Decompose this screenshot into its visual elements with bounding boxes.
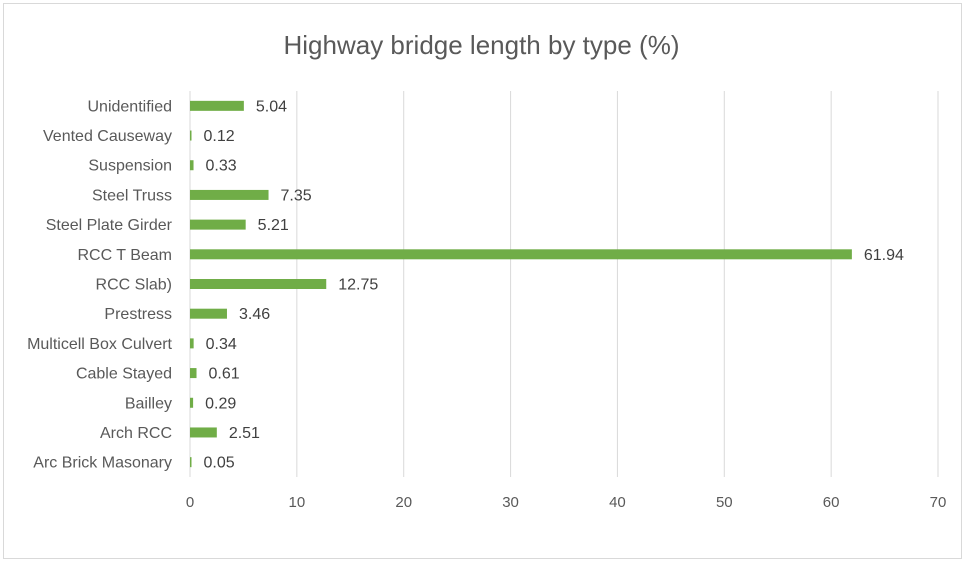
- data-label: 0.33: [206, 158, 237, 175]
- category-label: Steel Truss: [92, 187, 172, 204]
- category-label: Unidentified: [88, 98, 173, 115]
- bar: [190, 368, 197, 379]
- bar: [190, 308, 227, 319]
- bar: [190, 130, 192, 141]
- x-tick-label: 70: [930, 494, 947, 511]
- grid-lines: [189, 91, 939, 477]
- data-label: 5.04: [256, 98, 287, 115]
- bar: [190, 397, 194, 408]
- x-tick-label: 10: [289, 494, 306, 511]
- bar: [190, 457, 192, 468]
- category-label: Vented Causeway: [43, 128, 172, 145]
- data-label: 0.34: [206, 336, 237, 353]
- bar: [190, 249, 852, 260]
- data-label: 2.51: [229, 425, 260, 442]
- data-label: 0.61: [209, 366, 240, 383]
- data-labels: 5.04 0.12 0.33 7.35 5.21 61.94 12.75 3.460.34 0.…: [204, 98, 905, 471]
- category-label: Suspension: [88, 158, 172, 175]
- x-tick-label: 0: [186, 494, 194, 511]
- category-label: Prestress: [104, 306, 172, 323]
- data-label: 12.75: [338, 277, 378, 294]
- x-tick-label: 50: [716, 494, 733, 511]
- x-tick-label: 60: [823, 494, 840, 511]
- category-label: Cable Stayed: [76, 366, 172, 383]
- category-label: RCC T Beam: [77, 247, 172, 264]
- data-label: 5.21: [258, 217, 289, 234]
- x-tick-label: 40: [609, 494, 626, 511]
- category-label: Bailley: [125, 395, 172, 412]
- category-label: Multicell Box Culvert: [27, 336, 172, 353]
- bar: [190, 100, 244, 111]
- x-tick-label: 30: [502, 494, 519, 511]
- chart-title: Highway bridge length by type (%): [283, 30, 680, 60]
- data-label: 0.29: [205, 395, 236, 412]
- bar: [190, 160, 194, 171]
- data-label: 0.12: [204, 128, 235, 145]
- bar: [190, 427, 217, 438]
- bar: [190, 189, 269, 200]
- bar: [190, 279, 327, 289]
- data-label: 3.46: [239, 306, 270, 323]
- bars: [190, 100, 852, 468]
- data-label: 61.94: [864, 247, 904, 264]
- x-tick-label: 20: [395, 494, 412, 511]
- category-label: Arc Brick Masonary: [33, 455, 172, 472]
- category-label: RCC Slab): [96, 277, 172, 294]
- bar: [190, 338, 194, 349]
- data-label: 0.05: [204, 455, 235, 472]
- category-label: Steel Plate Girder: [46, 217, 173, 234]
- bar: [190, 219, 246, 230]
- x-tick-labels: 0 10 20 30 40 50 60 70: [186, 494, 947, 511]
- data-label: 7.35: [281, 187, 312, 204]
- category-labels: Unidentified Vented Causeway Suspension Ste…: [27, 98, 173, 471]
- category-label: Arch RCC: [100, 425, 172, 442]
- chart-frame: [3, 3, 962, 559]
